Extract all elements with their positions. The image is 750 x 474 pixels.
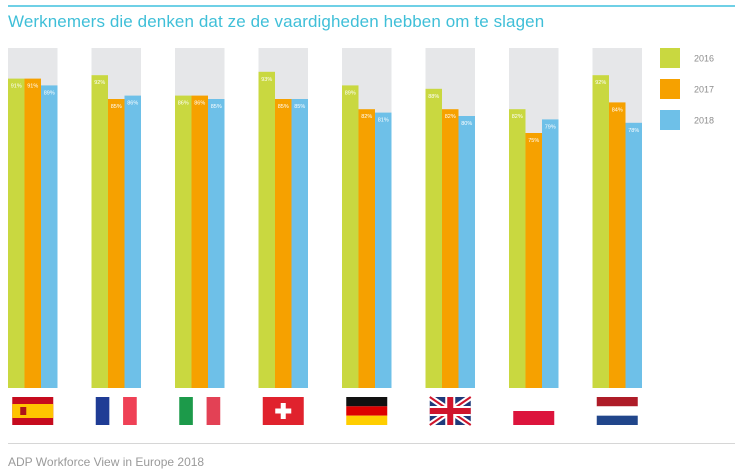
value-label: 86% [194,101,205,107]
value-label: 88% [428,94,439,100]
switzerland-flag-icon [262,397,304,425]
spain-flag-icon [12,397,54,425]
value-label: 75% [528,138,539,144]
source-note: ADP Workforce View in Europe 2018 [8,455,205,469]
bar-2017 [191,95,208,388]
value-label: 85% [278,104,289,110]
legend-label: 2018 [694,116,714,126]
legend-swatch-2018 [660,110,680,130]
bar-2016 [91,75,108,388]
value-label: 82% [445,114,456,120]
bar-2018 [458,116,475,388]
bar-2018 [291,99,308,388]
bar-2018 [41,85,58,389]
chart-title: Werknemers die denken dat ze de vaardigh… [8,12,545,31]
bar-2017 [442,109,459,388]
value-label: 86% [127,101,138,107]
value-label: 91% [27,84,38,90]
bar-2017 [108,99,125,388]
netherlands-flag-icon [596,397,638,425]
value-label: 91% [11,84,22,90]
legend-swatch-2016 [660,48,680,68]
bar-2017 [24,78,41,388]
bar-2016 [592,75,609,388]
value-label: 85% [211,104,222,110]
value-label: 82% [361,114,372,120]
value-label: 79% [545,124,556,130]
value-label: 93% [261,77,272,83]
value-label: 89% [345,90,356,96]
value-label: 92% [595,80,606,86]
bar-2016 [509,109,526,388]
value-label: 78% [628,128,639,134]
bar-2016 [425,88,442,389]
bar-2018 [208,99,225,388]
legend-label: 2017 [694,85,714,95]
bar-2018 [542,119,559,389]
italy-flag-icon [179,397,221,425]
bar-2018 [625,122,642,389]
bar-2018 [124,95,141,388]
value-label: 81% [378,118,389,124]
value-label: 92% [94,80,105,86]
bar-2016 [258,71,275,389]
value-label: 80% [461,121,472,127]
value-label: 89% [44,90,55,96]
germany-flag-icon [346,397,388,425]
bar-2017 [525,133,542,388]
value-label: 85% [111,104,122,110]
value-label: 82% [512,114,523,120]
poland-flag-icon [513,397,555,425]
bottom-rule [8,443,735,444]
uk-flag-icon [428,394,473,428]
legend-swatch-2017 [660,79,680,99]
france-flag-icon [95,397,137,425]
bar-2016 [8,78,25,388]
bar-2016 [342,85,359,389]
bar-2017 [358,109,375,388]
value-label: 86% [178,101,189,107]
value-label: 84% [612,107,623,113]
legend-label: 2016 [694,54,714,64]
bar-2017 [275,99,292,388]
bar-2016 [175,95,192,388]
bar-2018 [375,112,392,388]
value-label: 85% [294,104,305,110]
bar-2017 [609,102,626,389]
top-rule [8,5,735,7]
